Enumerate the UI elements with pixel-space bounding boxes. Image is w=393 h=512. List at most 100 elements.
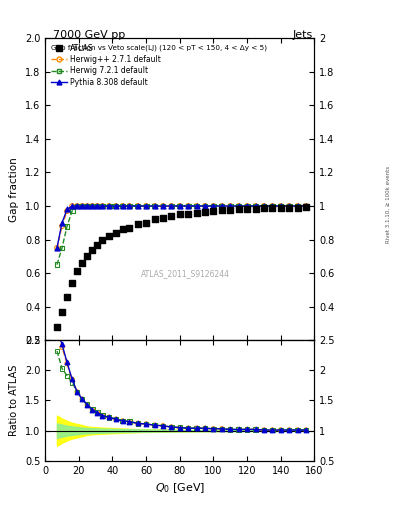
Point [69, 375, 75, 383]
Point [94, 409, 101, 417]
Point [126, 417, 132, 425]
Point [106, 202, 112, 210]
ATLAS [74, 267, 80, 275]
Point [69, 375, 75, 383]
Point [89, 406, 95, 414]
ATLAS [219, 206, 225, 215]
Text: Rivet 3.1.10, ≥ 100k events: Rivet 3.1.10, ≥ 100k events [386, 166, 391, 243]
ATLAS [193, 208, 200, 217]
Point [160, 422, 166, 430]
Point [168, 423, 174, 431]
Point [69, 202, 75, 210]
Point [106, 413, 112, 421]
Point [286, 426, 292, 434]
Point [193, 202, 200, 210]
Point [143, 420, 149, 428]
Point [160, 422, 166, 430]
Point [74, 388, 80, 396]
Point [84, 202, 90, 210]
Text: 7000 GeV pp: 7000 GeV pp [53, 30, 125, 40]
Point [99, 412, 106, 420]
Point [202, 202, 208, 210]
Point [244, 425, 250, 434]
Point [64, 207, 70, 215]
Point [235, 202, 242, 210]
Point [193, 424, 200, 432]
Point [89, 202, 95, 210]
Point [294, 426, 301, 434]
Point [74, 202, 80, 210]
Point [59, 222, 65, 230]
Point [235, 425, 242, 434]
Point [74, 202, 80, 210]
ATLAS [261, 204, 267, 212]
Point [269, 426, 275, 434]
Point [210, 425, 217, 433]
Point [54, 244, 60, 252]
Point [143, 202, 149, 210]
ATLAS [106, 232, 112, 240]
Point [185, 424, 191, 432]
Point [143, 202, 149, 210]
Point [277, 202, 284, 210]
Point [202, 202, 208, 210]
Point [202, 424, 208, 432]
Point [151, 202, 158, 210]
Point [59, 219, 65, 227]
Point [84, 400, 90, 409]
Point [177, 202, 183, 210]
Point [269, 426, 275, 434]
Point [143, 202, 149, 210]
Point [168, 423, 174, 431]
Point [74, 388, 80, 396]
Point [244, 425, 250, 434]
Point [69, 378, 75, 387]
Point [134, 419, 141, 428]
ATLAS [210, 207, 217, 215]
ATLAS [235, 205, 242, 214]
Point [59, 244, 65, 252]
Point [113, 415, 119, 423]
Y-axis label: Gap fraction: Gap fraction [9, 157, 19, 222]
Point [177, 423, 183, 432]
Point [252, 202, 259, 210]
Point [177, 423, 183, 432]
Point [177, 202, 183, 210]
Point [151, 202, 158, 210]
ATLAS [202, 208, 208, 216]
Point [94, 202, 101, 210]
Point [84, 400, 90, 409]
Point [261, 426, 267, 434]
Point [177, 423, 183, 432]
ATLAS [64, 292, 70, 301]
Point [185, 202, 191, 210]
Point [54, 261, 60, 269]
Legend: ATLAS, Herwig++ 2.7.1 default, Herwig 7.2.1 default, Pythia 8.308 default: ATLAS, Herwig++ 2.7.1 default, Herwig 7.… [49, 42, 163, 88]
Point [235, 425, 242, 434]
Point [227, 202, 233, 210]
Point [99, 412, 106, 420]
ATLAS [79, 259, 85, 267]
ATLAS [168, 212, 174, 220]
Point [235, 202, 242, 210]
Point [113, 202, 119, 210]
Point [168, 202, 174, 210]
Point [269, 202, 275, 210]
Point [79, 202, 85, 210]
Point [160, 202, 166, 210]
ATLAS [94, 241, 101, 249]
Point [79, 202, 85, 210]
Point [277, 202, 284, 210]
Point [185, 424, 191, 432]
Point [69, 207, 75, 215]
Point [294, 426, 301, 434]
Point [113, 202, 119, 210]
Point [277, 426, 284, 434]
Point [119, 202, 126, 210]
Point [219, 202, 225, 210]
Point [202, 202, 208, 210]
Point [54, 325, 60, 333]
Point [261, 202, 267, 210]
ATLAS [303, 203, 309, 211]
Point [193, 424, 200, 432]
